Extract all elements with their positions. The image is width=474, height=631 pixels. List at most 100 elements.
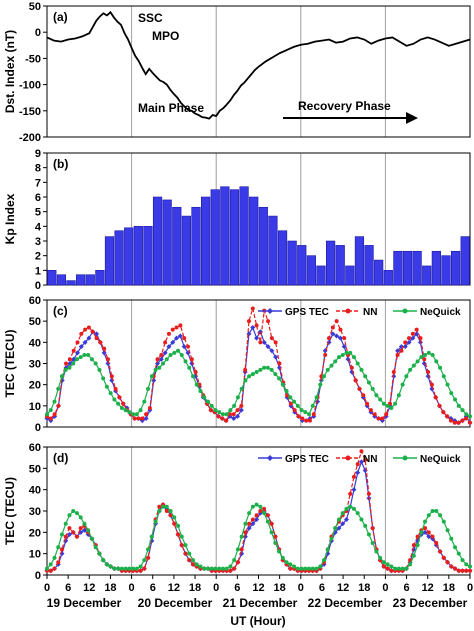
kp-bar (229, 189, 240, 286)
kp-bar (210, 189, 220, 286)
series-marker-0 (402, 344, 408, 350)
series-marker-0 (410, 335, 416, 341)
series-marker-1 (187, 558, 192, 563)
kp-bar (220, 186, 230, 286)
series-marker-1 (142, 566, 147, 571)
y-tick-label: 4 (35, 221, 42, 233)
series-marker-1 (67, 526, 72, 531)
series-marker-1 (190, 562, 195, 567)
series-marker-2 (456, 403, 461, 408)
series-marker-2 (179, 534, 184, 539)
annotation-mpo: MPO (152, 29, 179, 43)
series-marker-1 (220, 416, 225, 421)
kp-bar (383, 270, 393, 286)
series-marker-1 (105, 357, 110, 362)
series-marker-0 (334, 333, 340, 339)
series-marker-1 (254, 323, 259, 328)
y-tick-label: 50 (29, 463, 41, 475)
series-marker-1 (146, 555, 151, 560)
series-marker-1 (183, 551, 188, 556)
y-tick-label: 0 (35, 422, 41, 434)
series-marker-1 (246, 319, 251, 324)
series-marker-1 (307, 418, 312, 423)
series-marker-2 (89, 357, 94, 362)
series-marker-1 (90, 329, 95, 334)
panel-2: 0 10 20 30 40 50 60 TEC (TECU) (c) GPS TEC NN NeQui… (3, 295, 473, 434)
series-marker-2 (310, 403, 315, 408)
series-marker-0 (417, 339, 423, 345)
day-label-23: 23 December (393, 596, 468, 610)
x-tick-label: 12 (337, 582, 349, 594)
series-marker-2 (112, 397, 117, 402)
legend-label: NeQuick (420, 454, 461, 465)
series-marker-2 (161, 361, 166, 366)
series-marker-2 (74, 511, 79, 516)
series-marker-2 (415, 543, 420, 548)
x-tick-label: 6 (65, 582, 71, 594)
series-marker-2 (445, 382, 450, 387)
series-marker-0 (250, 325, 256, 331)
series-marker-1 (288, 401, 293, 406)
series-marker-2 (389, 564, 394, 569)
series-marker-2 (280, 382, 285, 387)
series-marker-2 (318, 564, 323, 569)
x-tick-label: 0 (382, 582, 388, 594)
series-marker-2 (157, 365, 162, 370)
day-label-19: 19 December (47, 596, 122, 610)
kp-bar (431, 250, 441, 286)
series-marker-2 (363, 523, 368, 528)
series-marker-1 (269, 521, 274, 526)
kp-bar (104, 236, 115, 286)
series-marker-2 (183, 543, 188, 548)
series-marker-1 (243, 367, 248, 372)
series-marker-1 (372, 412, 377, 417)
series-marker-2 (303, 410, 308, 415)
series-marker-2 (153, 367, 158, 372)
series-marker-1 (83, 327, 88, 332)
series-marker-2 (348, 350, 353, 355)
series-marker-2 (468, 564, 472, 569)
series-marker-0 (336, 525, 342, 531)
series-marker-1 (445, 414, 450, 419)
series-marker-2 (438, 365, 443, 370)
series-marker-1 (159, 353, 164, 358)
series-marker-2 (217, 410, 222, 415)
series-marker-1 (231, 412, 236, 417)
y-axis-label: Dst. Index (nT) (3, 30, 17, 113)
series-marker-1 (227, 412, 232, 417)
series-marker-1 (389, 568, 394, 573)
series-marker-1 (426, 369, 431, 374)
series-marker-2 (295, 403, 300, 408)
series-marker-0 (426, 534, 432, 540)
series-marker-2 (71, 361, 76, 366)
series-marker-1 (232, 566, 237, 571)
series-marker-1 (170, 327, 175, 332)
series-marker-2 (389, 405, 394, 410)
series-marker-2 (381, 560, 386, 565)
series-marker-1 (254, 513, 259, 518)
series-marker-2 (164, 357, 169, 362)
series-marker-1 (155, 357, 160, 362)
kp-bar (287, 240, 297, 286)
series-marker-2 (340, 353, 345, 358)
series-marker-1 (422, 357, 427, 362)
series-marker-2 (220, 566, 225, 571)
series-marker-2 (93, 361, 98, 366)
y-tick-label: 10 (29, 401, 41, 413)
series-marker-1 (391, 369, 396, 374)
series-marker-2 (127, 410, 132, 415)
series-marker-2 (176, 523, 181, 528)
series-marker-2 (449, 391, 454, 396)
series-marker-1 (327, 336, 331, 341)
series-marker-2 (336, 517, 341, 522)
series-marker-0 (337, 335, 343, 341)
series-marker-2 (74, 357, 79, 362)
kp-bar (402, 250, 413, 286)
series-marker-1 (323, 353, 328, 358)
series-marker-1 (403, 340, 408, 345)
series-marker-1 (304, 418, 309, 423)
y-tick-label: 60 (29, 442, 41, 454)
x-tick-label: 18 (443, 582, 455, 594)
panel-label: (c) (53, 304, 68, 318)
